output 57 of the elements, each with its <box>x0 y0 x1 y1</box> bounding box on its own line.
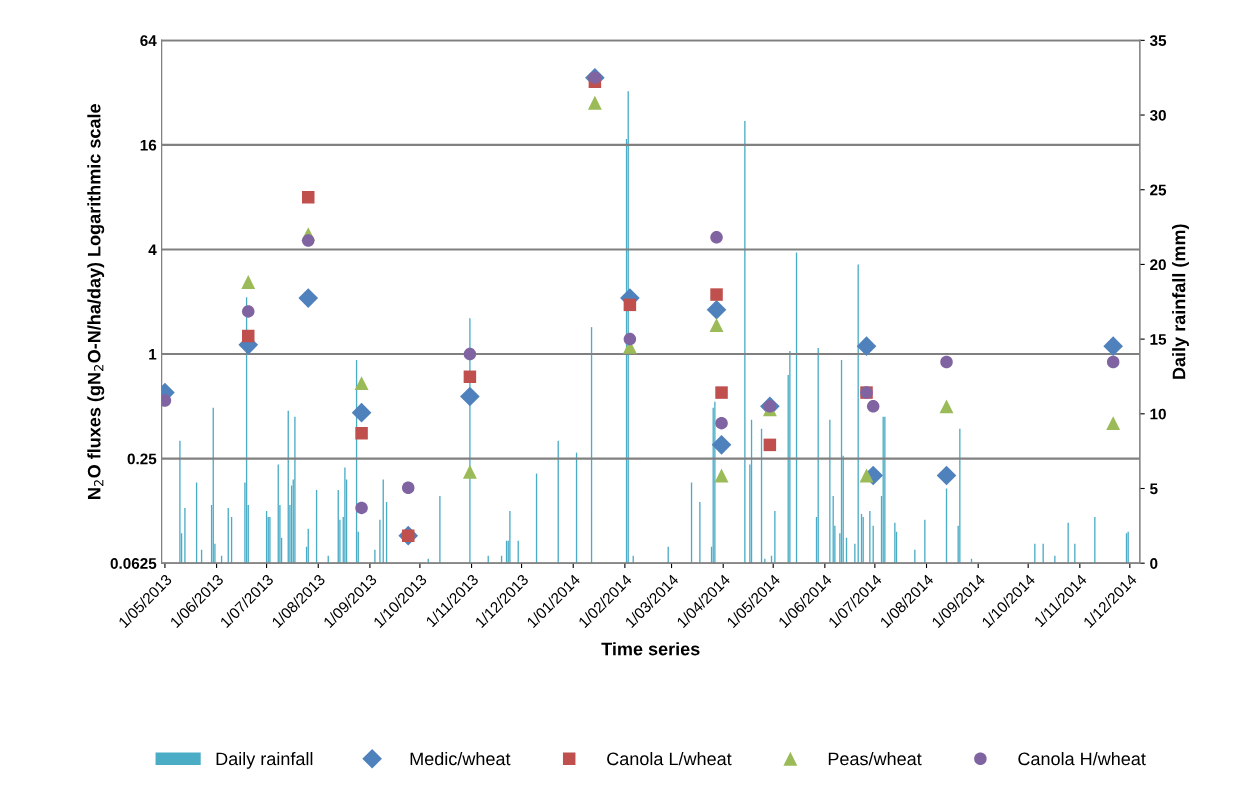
point <box>298 288 319 308</box>
point <box>711 435 732 455</box>
y-tick-label: 1 <box>149 349 157 360</box>
y2-tick-label: 25 <box>1150 184 1167 196</box>
point <box>856 336 877 356</box>
point <box>710 231 723 244</box>
point <box>623 332 637 346</box>
point <box>623 298 637 312</box>
point <box>715 416 728 430</box>
x-axis-title: Time series <box>601 642 700 656</box>
point <box>587 95 602 110</box>
point <box>301 234 315 247</box>
point <box>351 402 372 423</box>
point <box>1106 355 1120 369</box>
legend-label: Peas/wheat <box>828 751 922 766</box>
point <box>401 481 415 494</box>
point <box>355 501 368 515</box>
y-tick-label: 4 <box>148 244 157 256</box>
point <box>242 305 255 318</box>
point <box>940 355 953 369</box>
y-tick-label: 0.25 <box>127 453 157 465</box>
legend-label: Daily rainfall <box>216 751 313 769</box>
point <box>936 465 957 486</box>
y2-tick-label: 10 <box>1150 408 1166 420</box>
y2-tick-label: 15 <box>1150 334 1167 345</box>
point <box>709 318 724 332</box>
legend-label: Canola L/wheat <box>607 751 732 766</box>
point <box>355 426 368 440</box>
legend-label: Medic/wheat <box>410 751 511 766</box>
y-tick-label: 64 <box>140 35 157 47</box>
point <box>706 299 727 320</box>
y2-tick-label: 0 <box>1150 558 1158 569</box>
point <box>241 275 256 289</box>
point <box>463 370 477 384</box>
y2-tick-label: 5 <box>1150 483 1158 495</box>
point <box>242 329 255 343</box>
y2-tick-label: 35 <box>1149 35 1167 47</box>
point <box>715 386 728 399</box>
point <box>1106 416 1121 431</box>
point <box>462 464 477 479</box>
point <box>710 288 723 301</box>
point <box>460 386 480 407</box>
y-tick-label: 0.0625 <box>110 558 157 569</box>
y2-tick-label: 20 <box>1150 259 1166 271</box>
y2-axis-title: Daily rainfall (mm) <box>1172 224 1189 379</box>
point <box>714 468 729 483</box>
point <box>354 376 369 391</box>
y2-tick-label: 30 <box>1149 109 1166 121</box>
point <box>301 190 315 204</box>
point <box>1103 336 1123 356</box>
y-tick-label: 16 <box>140 139 157 151</box>
legend-label: Canola H/wheat <box>1018 751 1146 766</box>
point <box>463 347 477 361</box>
point <box>866 400 880 413</box>
point <box>939 399 954 414</box>
point <box>763 438 777 452</box>
y-axis-title: N$_{2}$O fluxes (gN$_{2}$O-N/ha/day) Logarithmic scale <box>87 104 105 499</box>
